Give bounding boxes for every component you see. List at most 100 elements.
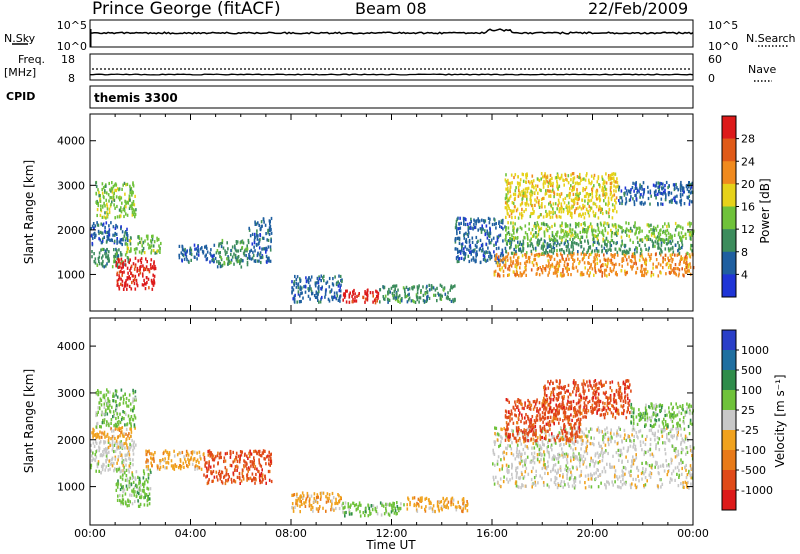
echo-cell xyxy=(102,453,105,457)
echo-cell xyxy=(406,507,409,511)
echo-cell xyxy=(601,459,604,463)
echo-cell xyxy=(104,440,107,444)
echo-cell xyxy=(564,240,566,244)
echo-cell xyxy=(508,196,511,200)
echo-cell xyxy=(132,397,134,401)
echo-cell xyxy=(144,239,146,243)
echo-cell xyxy=(106,457,108,461)
echo-cell xyxy=(259,238,261,242)
echo-cell xyxy=(120,266,123,270)
echo-cell xyxy=(416,501,418,505)
echo-cell xyxy=(292,506,295,510)
echo-cell xyxy=(553,195,555,199)
echo-cell xyxy=(613,254,615,258)
echo-cell xyxy=(370,504,373,508)
echo-cell xyxy=(688,194,690,198)
echo-cell xyxy=(97,460,100,464)
echo-cell xyxy=(146,280,148,285)
echo-cell xyxy=(545,189,547,193)
echo-cell xyxy=(618,199,620,203)
echo-cell xyxy=(104,435,106,439)
echo-cell xyxy=(567,193,570,197)
echo-cell xyxy=(674,271,676,275)
echo-cell xyxy=(629,226,632,230)
echo-cell xyxy=(119,475,122,479)
echo-cell xyxy=(579,273,582,277)
echo-cell xyxy=(126,283,129,287)
echo-cell xyxy=(152,244,155,248)
echo-cell xyxy=(103,402,106,406)
echo-cell xyxy=(535,261,538,266)
echo-cell xyxy=(655,228,658,232)
echo-cell xyxy=(487,246,489,250)
echo-cell xyxy=(607,175,610,179)
echo-cell xyxy=(591,180,593,184)
echo-cell xyxy=(630,195,632,199)
echo-cell xyxy=(572,466,574,470)
echo-cell xyxy=(102,419,104,423)
echo-cell xyxy=(671,260,673,264)
echo-cell xyxy=(504,178,507,182)
echo-cell xyxy=(232,460,234,464)
echo-cell xyxy=(531,242,533,246)
echo-cell xyxy=(112,197,115,201)
echo-cell xyxy=(218,260,220,264)
echo-cell xyxy=(115,183,118,187)
echo-cell xyxy=(602,438,604,442)
echo-cell xyxy=(569,426,572,430)
echo-cell xyxy=(513,209,515,213)
echo-cell xyxy=(617,231,619,236)
echo-cell xyxy=(93,260,96,264)
echo-cell xyxy=(597,426,600,430)
echo-cell xyxy=(253,238,256,242)
echo-cell xyxy=(223,475,225,480)
echo-cell xyxy=(643,274,646,278)
echo-cell xyxy=(128,194,131,198)
echo-cell xyxy=(91,454,93,458)
echo-cell xyxy=(503,426,505,431)
echo-cell xyxy=(140,483,142,487)
echo-cell xyxy=(265,481,267,485)
echo-cell xyxy=(679,187,682,191)
echo-cell xyxy=(514,189,517,193)
echo-cell xyxy=(508,264,510,269)
echo-cell xyxy=(504,257,506,261)
echo-cell xyxy=(178,451,181,455)
echo-cell xyxy=(405,294,408,299)
echo-cell xyxy=(313,496,316,501)
echo-cell xyxy=(111,238,113,243)
echo-cell xyxy=(606,264,609,269)
echo-cell xyxy=(657,185,659,189)
echo-cell xyxy=(466,222,469,226)
echo-cell xyxy=(683,260,685,264)
echo-cell xyxy=(126,244,129,248)
echo-cell xyxy=(106,412,109,416)
echo-cell xyxy=(641,264,643,268)
echo-cell xyxy=(521,202,523,206)
echo-cell xyxy=(114,254,117,258)
echo-cell xyxy=(371,508,374,512)
echo-cell xyxy=(455,219,458,223)
echo-cell xyxy=(638,231,640,235)
echo-cell xyxy=(622,258,625,262)
echo-cell xyxy=(348,508,350,512)
echo-cell xyxy=(135,247,137,251)
echo-cell xyxy=(105,393,108,397)
echo-cell xyxy=(121,271,124,275)
echo-cell xyxy=(405,285,408,289)
echo-cell xyxy=(659,464,662,468)
echo-cell xyxy=(530,180,533,184)
echo-cell xyxy=(383,285,386,289)
echo-cell xyxy=(450,285,452,289)
echo-cell xyxy=(583,247,585,251)
echo-cell xyxy=(668,235,670,239)
echo-cell xyxy=(567,174,570,178)
echo-cell xyxy=(123,417,125,421)
echo-cell xyxy=(453,297,456,301)
echo-cell xyxy=(116,485,119,489)
echo-cell xyxy=(265,462,267,466)
echo-cell xyxy=(264,223,267,227)
echo-cell xyxy=(533,476,536,480)
echo-cell xyxy=(666,262,669,266)
echo-cell xyxy=(583,252,585,256)
